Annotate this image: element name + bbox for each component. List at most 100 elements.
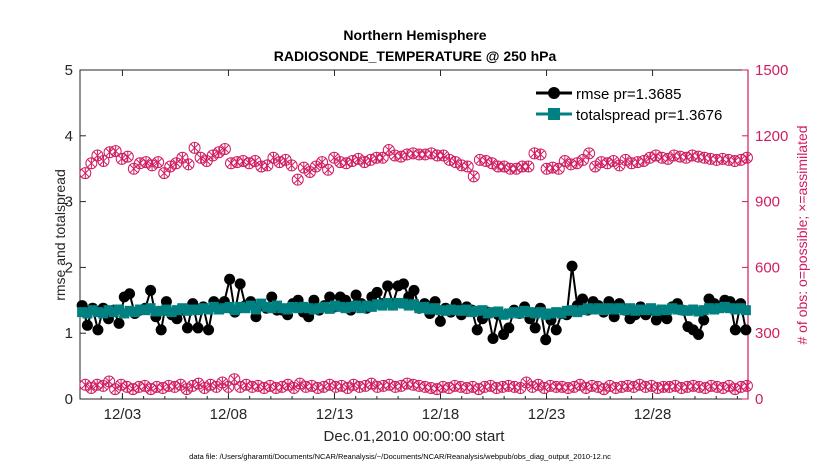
- rmse-point: [540, 334, 552, 346]
- obs-count-series: [79, 141, 753, 396]
- totalspread-point: [129, 307, 140, 318]
- totalspread-point: [92, 307, 103, 318]
- totalspread-point: [319, 301, 330, 312]
- totalspread-point: [166, 307, 177, 318]
- rmse-point: [577, 293, 589, 305]
- rmse-point: [160, 296, 172, 308]
- obs-low-marker: [323, 378, 336, 391]
- obs-possible-marker: [662, 152, 675, 165]
- totalspread-point: [308, 304, 319, 315]
- totalspread-point: [224, 301, 235, 312]
- totalspread-point: [340, 303, 351, 314]
- totalspread-point: [635, 304, 646, 315]
- totalspread-point: [424, 304, 435, 315]
- totalspread-point: [393, 297, 404, 308]
- obs-low-marker: [347, 378, 360, 391]
- totalspread-point: [335, 301, 346, 312]
- y-left-tick-label: 1: [65, 325, 73, 342]
- totalspread-point: [82, 308, 93, 319]
- obs-possible-marker: [534, 148, 547, 161]
- rmse-point: [324, 291, 336, 303]
- rmse-point: [224, 273, 236, 285]
- totalspread-point: [482, 308, 493, 319]
- obs-low-marker: [204, 378, 217, 391]
- totalspread-point: [387, 300, 398, 311]
- obs-possible-marker: [583, 147, 596, 160]
- x-axis-label: Dec.01,2010 00:00:00 start: [324, 428, 506, 445]
- legend-rmse-label: rmse pr=1.3685: [576, 86, 681, 103]
- totalspread-point: [245, 300, 256, 311]
- totalspread-point: [177, 303, 188, 314]
- totalspread-point: [640, 305, 651, 316]
- totalspread-point: [503, 308, 514, 319]
- totalspread-point: [372, 299, 383, 310]
- totalspread-point: [277, 303, 288, 314]
- totalspread-point: [588, 304, 599, 315]
- rmse-point: [650, 314, 662, 326]
- totalspread-point: [519, 305, 530, 316]
- totalspread-point: [545, 308, 556, 319]
- obs-low-marker: [341, 382, 354, 395]
- obs-possible-marker: [649, 149, 662, 162]
- totalspread-point: [493, 306, 504, 317]
- totalspread-point: [614, 303, 625, 314]
- totalspread-point: [540, 309, 551, 320]
- obs-possible-marker: [546, 161, 559, 174]
- totalspread-point: [514, 308, 525, 319]
- totalspread-point: [403, 300, 414, 311]
- obs-possible-marker: [97, 155, 110, 168]
- obs-low-marker: [740, 379, 753, 392]
- totalspread-point: [366, 301, 377, 312]
- obs-possible-marker: [291, 173, 304, 186]
- totalspread-point: [298, 301, 309, 312]
- totalspread-point: [693, 306, 704, 317]
- totalspread-point: [698, 305, 709, 316]
- totalspread-point: [488, 307, 499, 318]
- totalspread-point: [430, 303, 441, 314]
- totalspread-point: [187, 304, 198, 315]
- obs-possible-marker: [206, 149, 219, 162]
- obs-low-marker: [520, 376, 533, 389]
- obs-possible-marker: [734, 153, 747, 166]
- rmse-point: [529, 322, 541, 334]
- obs-possible-marker: [328, 151, 341, 164]
- totalspread-point: [356, 303, 367, 314]
- y-right-tick-label: 300: [755, 325, 780, 342]
- totalspread-point: [561, 305, 572, 316]
- obs-possible-marker: [485, 157, 498, 170]
- obs-possible-marker: [146, 159, 159, 172]
- totalspread-point: [593, 303, 604, 314]
- obs-low-marker: [413, 379, 426, 392]
- totalspread-point: [730, 304, 741, 315]
- obs-possible-marker: [479, 155, 492, 168]
- totalspread-point: [466, 307, 477, 318]
- obs-possible-marker: [358, 156, 371, 169]
- obs-possible-marker: [237, 155, 250, 168]
- obs-possible-marker: [376, 151, 389, 164]
- totalspread-point: [108, 307, 119, 318]
- totalspread-point: [87, 305, 98, 316]
- x-tick-label: 12/18: [422, 406, 460, 423]
- obs-low-marker: [228, 373, 241, 386]
- footer-data-file: data file: /Users/gharamti/Documents/NCA…: [189, 452, 611, 461]
- totalspread-point: [656, 304, 667, 315]
- obs-low-marker: [597, 383, 610, 396]
- totalspread-point: [530, 308, 541, 319]
- y-right-tick-label: 600: [755, 259, 780, 276]
- totalspread-point: [472, 305, 483, 316]
- obs-possible-marker: [158, 167, 171, 180]
- totalspread-point: [456, 305, 467, 316]
- obs-possible-marker: [619, 153, 632, 166]
- totalspread-point: [524, 307, 535, 318]
- totalspread-point: [135, 304, 146, 315]
- totalspread-point: [509, 307, 520, 318]
- totalspread-point: [619, 305, 630, 316]
- obs-low-marker: [97, 379, 110, 392]
- totalspread-point: [303, 303, 314, 314]
- obs-possible-marker: [309, 160, 322, 173]
- totalspread-point: [740, 305, 751, 316]
- totalspread-point: [314, 303, 325, 314]
- totalspread-point: [119, 308, 130, 319]
- obs-possible-marker: [297, 161, 310, 174]
- totalspread-point: [103, 305, 114, 316]
